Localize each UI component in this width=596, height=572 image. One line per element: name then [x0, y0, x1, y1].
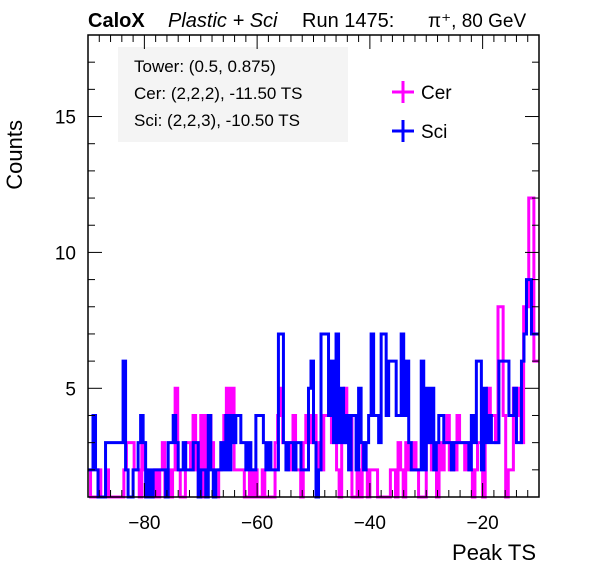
tower-label: Tower: (0.5, 0.875): [134, 57, 276, 76]
legend-sci-label: Sci: [421, 122, 447, 143]
legend: Cer Sci: [392, 81, 452, 143]
legend-cer-label: Cer: [421, 83, 452, 104]
axes: −80 −60 −40 −20 5 10 15: [55, 34, 540, 534]
cer-info-label: Cer: (2,2,2), -11.50 TS: [134, 84, 303, 103]
series-sci-line: [88, 278, 539, 499]
series-layer: [88, 196, 539, 499]
brand-label: CaloX: [88, 10, 145, 32]
x-tick-label: −20: [467, 513, 499, 534]
beam-label: π⁺, 80 GeV: [428, 11, 526, 32]
y-tick-label: 15: [55, 108, 76, 129]
run-label: Run 1475:: [302, 10, 394, 32]
x-tick-label: −60: [241, 513, 273, 534]
detector-label: Plastic + Sci: [168, 10, 278, 32]
y-tick-label: 10: [55, 243, 76, 264]
info-box-background: [118, 47, 348, 142]
y-tick-label: 5: [65, 379, 76, 400]
y-axis-title: Counts: [2, 120, 27, 190]
info-box: Tower: (0.5, 0.875) Cer: (2,2,2), -11.50…: [118, 47, 348, 142]
x-tick-label: −40: [354, 513, 386, 534]
x-axis-title: Peak TS: [452, 540, 536, 565]
sci-info-label: Sci: (2,2,3), -10.50 TS: [134, 111, 300, 130]
x-tick-label: −80: [128, 513, 160, 534]
